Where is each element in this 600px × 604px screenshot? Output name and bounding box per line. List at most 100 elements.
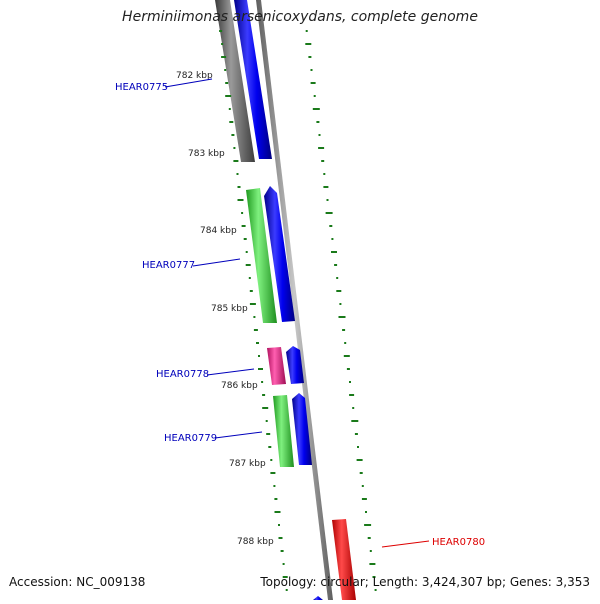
gc-dot [237, 186, 241, 188]
gc-dot [325, 212, 333, 214]
gc-dot [229, 121, 234, 123]
gc-dot [285, 589, 288, 591]
gene-green-hear0777 [246, 188, 277, 323]
gc-dot [305, 30, 308, 32]
gc-dot [316, 121, 320, 123]
genome-summary-text: Topology: circular; Length: 3,424,307 bp… [260, 575, 590, 589]
gc-dot [313, 95, 316, 97]
position-ticks: 782 kbp 783 kbp 784 kbp 785 kbp 786 kbp … [176, 71, 274, 547]
cds-blue-next [313, 596, 323, 600]
gc-dot [308, 56, 312, 58]
gc-dot [243, 238, 247, 240]
gc-dot [274, 511, 281, 513]
callout-line-hear0778 [206, 368, 255, 376]
gc-dot [312, 108, 320, 110]
gc-dot [241, 212, 244, 214]
gc-dot [270, 472, 276, 474]
callout-line-hear0779 [214, 431, 263, 439]
gc-dot [268, 446, 272, 448]
gc-dot [248, 277, 251, 279]
gc-dot [245, 264, 251, 266]
gc-dot [331, 238, 334, 240]
gc-dot [354, 433, 358, 435]
gc-dot [282, 576, 288, 578]
gc-dot [305, 43, 312, 45]
gc-dot [219, 30, 223, 32]
tick-label-785: 785 kbp [211, 304, 248, 314]
gc-dot [225, 82, 229, 84]
gc-dot [352, 407, 355, 409]
gc-dot [336, 290, 342, 292]
gene-magenta-hear0778 [267, 347, 286, 385]
gene-label-hear0778[interactable]: HEAR0778 [156, 369, 209, 380]
gc-dot [372, 576, 376, 578]
gc-dot [365, 511, 367, 513]
gc-dot [231, 134, 235, 136]
gene-label-hear0775[interactable]: HEAR0775 [115, 82, 168, 93]
gc-dot [225, 95, 232, 97]
gc-dot [318, 134, 321, 136]
gene-green-hear0779 [273, 395, 294, 467]
gene-label-hear0779[interactable]: HEAR0779 [164, 433, 217, 444]
gc-content-track-outer [305, 30, 377, 591]
gc-dot [256, 342, 259, 344]
tick-label-783: 783 kbp [188, 149, 225, 159]
gc-dot [342, 329, 346, 331]
genome-backbone [256, 0, 333, 600]
gene-labels: HEAR0775 HEAR0777 HEAR0778 HEAR0779 HEAR… [115, 78, 485, 548]
map-title: Herminiimonas arsenicoxydans, complete g… [122, 9, 478, 25]
cds-blue-hear0775 [234, 0, 272, 159]
gc-dot [374, 589, 377, 591]
gc-dot [280, 550, 284, 552]
gene-label-hear0777[interactable]: HEAR0777 [142, 260, 195, 271]
gc-dot [273, 485, 276, 487]
gene-red-hear0780 [332, 519, 356, 600]
gc-dot [338, 316, 346, 318]
gc-dot [241, 225, 246, 227]
gc-dot [249, 303, 256, 305]
gc-dot [310, 69, 313, 71]
gc-dot [266, 433, 271, 435]
gc-dot [245, 251, 248, 253]
tick-label-782: 782 kbp [176, 71, 213, 81]
gc-dot [265, 420, 268, 422]
tick-label-788: 788 kbp [237, 537, 274, 547]
gc-dot [249, 290, 253, 292]
gc-dot [336, 277, 339, 279]
gc-dot [233, 160, 239, 162]
gc-dot [339, 303, 342, 305]
gc-dot [310, 82, 316, 84]
gc-dot [274, 498, 278, 500]
gc-dot [346, 368, 350, 370]
gene-label-hear0780[interactable]: HEAR0780 [432, 537, 485, 548]
gc-dot [221, 43, 224, 45]
gene-gray-hear0774 [215, 0, 255, 162]
callout-line-hear0777 [192, 258, 241, 267]
gc-dot [329, 225, 333, 227]
accession-text: Accession: NC_009138 [9, 575, 146, 589]
gc-dot [237, 199, 244, 201]
gc-dot [323, 173, 326, 175]
gc-dot [278, 524, 280, 526]
gc-dot [270, 459, 273, 461]
callout-line-hear0775 [164, 78, 213, 88]
gc-dot [278, 537, 283, 539]
gc-dot [321, 160, 325, 162]
gc-dot [253, 329, 258, 331]
gc-dot [323, 186, 329, 188]
gc-dot [326, 199, 329, 201]
gc-dot [334, 264, 338, 266]
gc-dot [258, 368, 263, 370]
tick-label-786: 786 kbp [221, 381, 258, 391]
gc-dot [282, 563, 285, 565]
gc-dot [262, 394, 266, 396]
gc-dot [349, 381, 351, 383]
tick-label-787: 787 kbp [229, 459, 266, 469]
gc-dot [367, 537, 371, 539]
callout-line-hear0780 [381, 540, 430, 548]
gc-dot [233, 147, 236, 149]
gc-dot [258, 355, 260, 357]
gc-dot [361, 485, 364, 487]
